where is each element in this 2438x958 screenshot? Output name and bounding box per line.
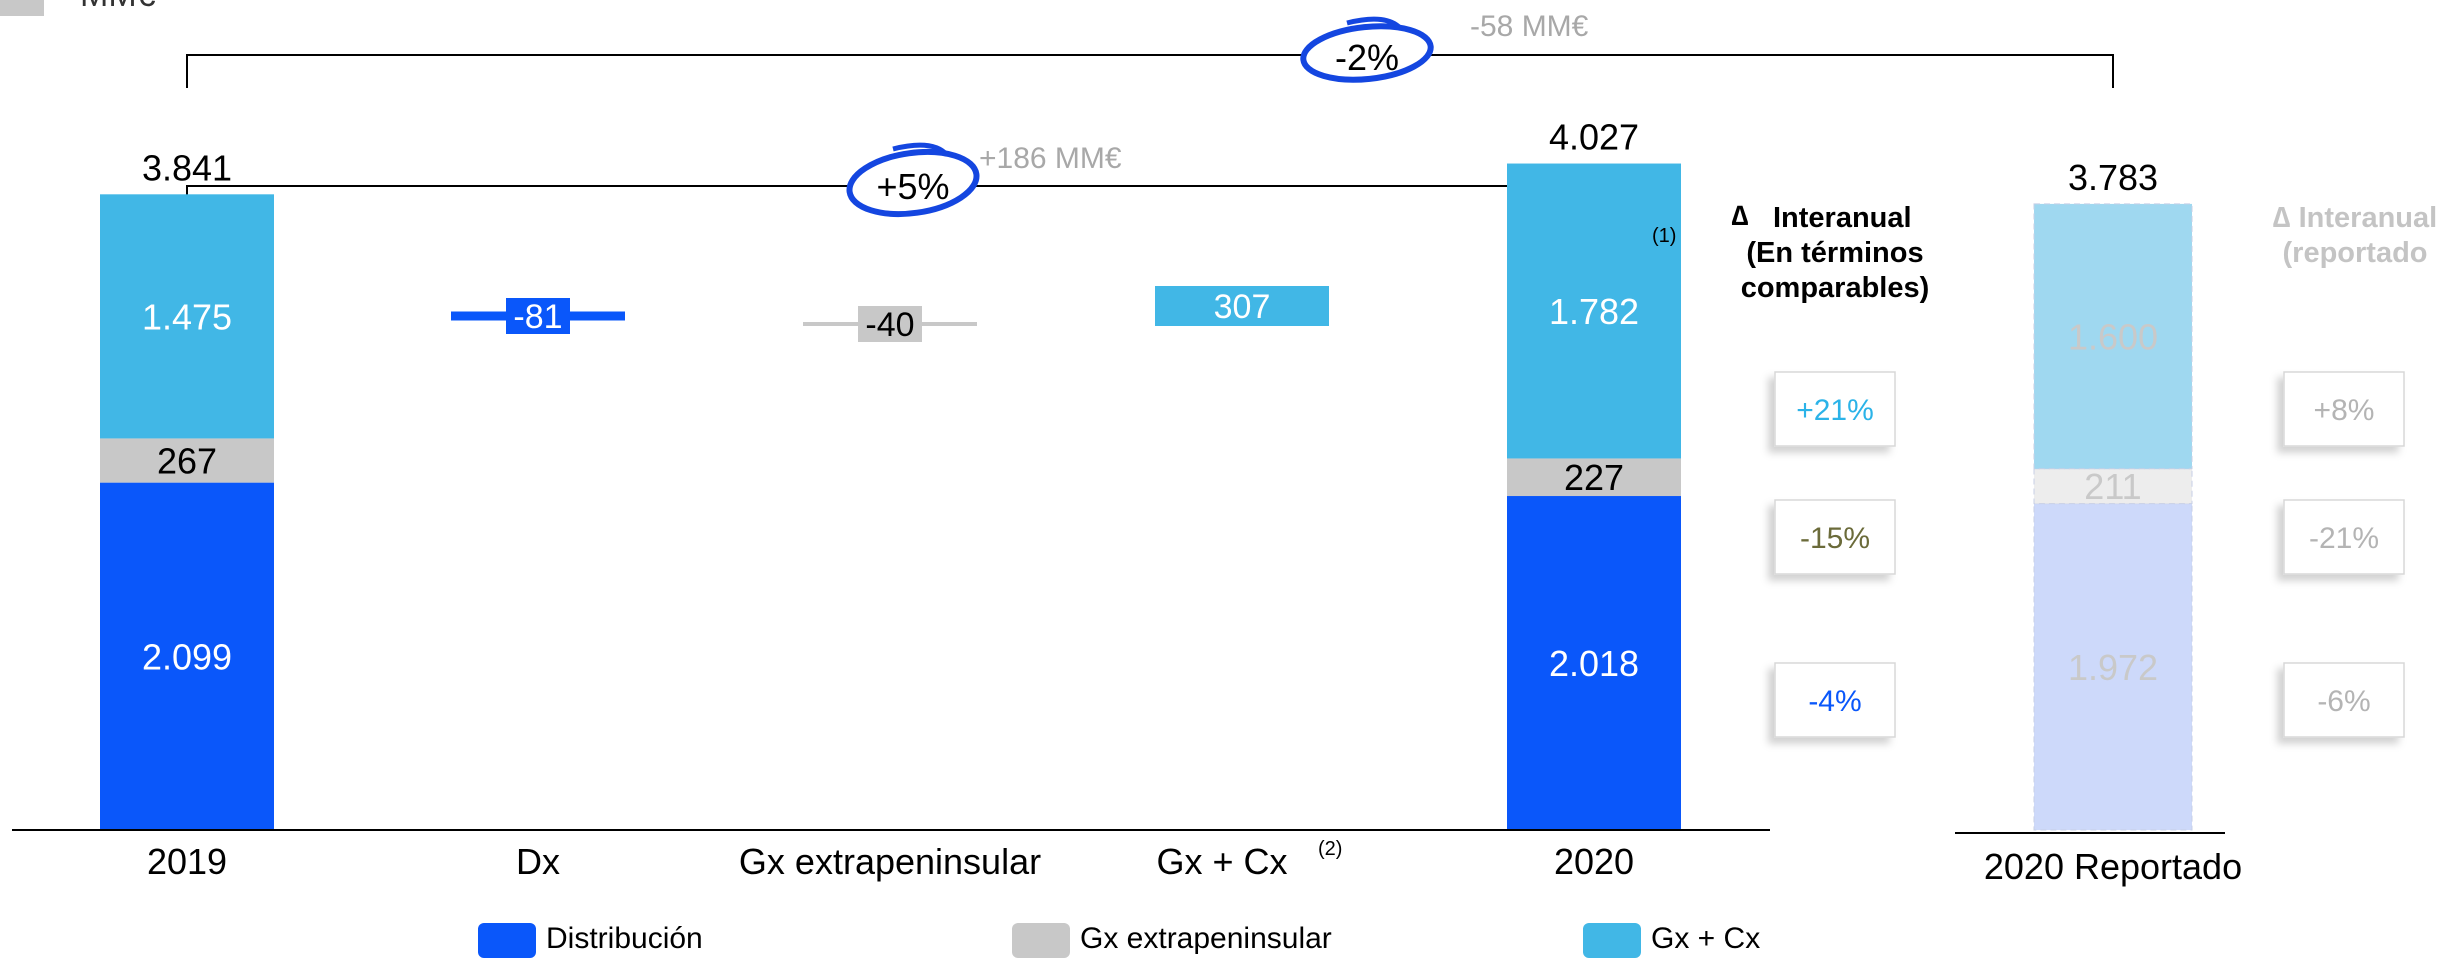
bar-label-distribucion: 1.972 <box>2068 647 2158 688</box>
yoy-comparable-title: Interanual <box>1773 202 1912 234</box>
yoy-reported-value-gx-extrapeninsular: -21% <box>2309 522 2379 555</box>
delta-dx-box <box>506 298 570 334</box>
x-axis-labels: 2019 Dx Gx extrapeninsular Gx + Cx 2020 2020 … <box>147 838 2242 887</box>
yoy-reported-value-distribucion: -6% <box>2317 685 2370 718</box>
bar-label-gx-cx: 1.600 <box>2068 316 2158 357</box>
bar-label-gx-extrapeninsular: 267 <box>157 441 217 482</box>
x-label-2019: 2019 <box>147 841 227 882</box>
delta-gx-extrapeninsular-box <box>858 306 922 342</box>
legend-swatch-3 <box>1583 923 1641 958</box>
bar-label-gx-extrapeninsular: 211 <box>2084 466 2141 507</box>
bracket-2-highlight-circle <box>846 148 980 218</box>
legend-label-2: Gx extrapeninsular <box>1080 922 1332 955</box>
bar-total-label: 3.783 <box>2068 157 2158 198</box>
x-label-dx: Dx <box>516 841 560 882</box>
brackets-layer: -2% -58 MM€ +5% +186 MM€ <box>186 10 2114 219</box>
yoy-reported-header: ∆ Interanual (reportado <box>2273 202 2437 269</box>
yoy-comparable-value-distribucion: -4% <box>1808 685 1861 718</box>
bracket-2-abs: +186 MM€ <box>979 142 1122 175</box>
bar-2019-gx-cx <box>100 194 274 439</box>
delta-dx-label: -81 <box>513 298 562 336</box>
bar-2020-reportado-gx-extrapeninsular <box>2033 468 2193 505</box>
legend-label-1: Distribución <box>546 922 703 955</box>
yoy-comparable-value-gx-cx: +21% <box>1796 394 1874 427</box>
legend-swatch-2 <box>1012 923 1070 958</box>
yoy-comparable-subtitle-1: (En términos <box>1746 237 1923 269</box>
bracket-2-circle-tail <box>892 142 949 157</box>
yoy-reported-box-gx-cx <box>2283 371 2405 447</box>
bar-label-gx-cx: 1.782 <box>1549 291 1639 332</box>
yoy-reported-boxes: +8% -21% -6% <box>2283 371 2405 738</box>
yoy-comparable-header: ∆ Interanual (En términos comparables) <box>1731 200 1929 304</box>
footnote-2020: (1) <box>1652 225 1676 247</box>
deltas-layer: -81 -40 307 <box>451 286 1329 344</box>
bracket-1-circle-tail <box>1346 16 1403 31</box>
bar-label-distribucion: 2.099 <box>142 636 232 677</box>
yoy-comparable-value-gx-extrapeninsular: -15% <box>1800 522 1870 555</box>
delta-gx-extrapeninsular-label: -40 <box>865 306 914 344</box>
yoy-comparable-box-gx-extrapeninsular <box>1774 499 1896 575</box>
yoy-comparable-boxes: +21% -15% -4% <box>1774 371 1896 738</box>
delta-gx-cx-label: 307 <box>1214 288 1271 326</box>
delta-gx-cx-box <box>1155 286 1329 326</box>
legend-swatch-1 <box>478 923 536 958</box>
legend-label-3: Gx + Cx <box>1651 922 1760 955</box>
bar-2020-reportado-distribucion <box>2033 503 2193 831</box>
yoy-reported-value-gx-cx: +8% <box>2314 394 2375 427</box>
x-label-gx-extrapeninsular: Gx extrapeninsular <box>739 841 1041 882</box>
bar-total-label: 3.841 <box>142 147 232 188</box>
bar-total-label: 4.027 <box>1549 117 1639 158</box>
bracket-1 <box>186 54 2114 88</box>
header-swatch <box>0 0 44 16</box>
x-label-gx-cx: Gx + Cx <box>1156 841 1287 882</box>
yoy-reported-title: ∆ Interanual <box>2273 202 2437 234</box>
bar-2019-gx-extrapeninsular <box>100 438 274 483</box>
yoy-comparable-delta: ∆ <box>1731 200 1748 231</box>
yoy-comparable-box-gx-cx <box>1774 371 1896 447</box>
bar-2019-distribucion <box>100 482 274 830</box>
bars-layer: 2.099 267 1.475 3.841 2.018 227 1.782 4.027 1.97… <box>100 117 2193 831</box>
bar-label-distribucion: 2.018 <box>1549 643 1639 684</box>
bracket-2-pct: +5% <box>876 166 949 207</box>
x-label-2020-reportado: 2020 Reportado <box>1984 846 2242 887</box>
yoy-comparable-subtitle-2: comparables) <box>1741 272 1930 304</box>
bar-2020-distribucion <box>1507 496 1681 830</box>
yoy-comparable-box-distribucion <box>1774 662 1896 738</box>
legend: Distribución Gx extrapeninsular Gx + Cx <box>478 922 1760 958</box>
bar-2020-gx-extrapeninsular <box>1507 458 1681 497</box>
bracket-1-abs: -58 MM€ <box>1470 10 1589 43</box>
footnote-gx-cx: (2) <box>1318 838 1342 860</box>
unit-label: MM€ <box>80 0 156 14</box>
bracket-1-highlight-circle <box>1300 23 1434 83</box>
yoy-reported-subtitle: (reportado <box>2283 237 2428 269</box>
bar-2020-gx-cx <box>1507 163 1681 459</box>
yoy-reported-box-gx-extrapeninsular <box>2283 499 2405 575</box>
yoy-reported-box-distribucion <box>2283 662 2405 738</box>
x-label-2020: 2020 <box>1554 841 1634 882</box>
bar-label-gx-extrapeninsular: 227 <box>1564 457 1624 498</box>
bar-2020-reportado-gx-cx <box>2033 203 2193 470</box>
bar-label-gx-cx: 1.475 <box>142 296 232 337</box>
bracket-1-pct: -2% <box>1335 37 1399 78</box>
